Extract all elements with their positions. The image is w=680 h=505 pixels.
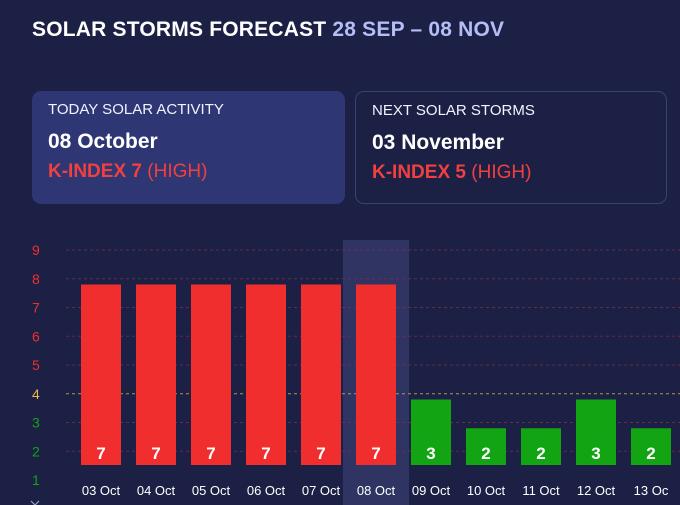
today-activity-card: TODAY SOLAR ACTIVITY 08 October K-INDEX … <box>32 91 345 204</box>
bar <box>466 428 506 465</box>
title-text: SOLAR STORMS FORECAST <box>32 18 327 41</box>
y-tick-label: 7 <box>32 300 40 316</box>
chevron-down-icon <box>30 500 40 505</box>
today-kindex-value: 7 <box>131 161 142 182</box>
bar <box>81 284 121 465</box>
next-storms-card: NEXT SOLAR STORMS 03 November K-INDEX 5 … <box>355 91 667 204</box>
today-kindex: K-INDEX 7 (HIGH) <box>48 160 345 184</box>
next-card-label: NEXT SOLAR STORMS <box>372 102 535 119</box>
page-title: SOLAR STORMS FORECAST 28 SEP – 08 NOV <box>32 18 504 42</box>
bar <box>521 428 561 465</box>
bar <box>631 428 671 465</box>
bar-value-label: 2 <box>646 444 655 463</box>
y-tick-label: 4 <box>32 386 40 402</box>
y-tick-label: 3 <box>32 415 40 431</box>
y-tick-label: 1 <box>32 472 40 488</box>
bar <box>246 284 286 465</box>
next-kindex: K-INDEX 5 (HIGH) <box>372 161 666 185</box>
kindex-bar-chart: 1 2 3 4 5 6 7 8 9 7 03 Oct 7 04 Oct 7 05 Oct 7 06 Oct 7 07… <box>30 240 680 505</box>
next-kindex-label: K-INDEX <box>372 162 451 183</box>
bar <box>356 284 396 465</box>
y-tick-label: 5 <box>32 357 40 373</box>
bar-value-label: 2 <box>481 444 490 463</box>
bar-value-label: 3 <box>591 444 600 463</box>
x-tick-label: 12 Oct <box>577 483 616 498</box>
bar <box>191 284 231 465</box>
next-kindex-level: (HIGH) <box>471 162 532 183</box>
bar <box>136 284 176 465</box>
next-date: 03 November <box>372 131 504 154</box>
bar-value-label: 7 <box>261 444 270 463</box>
bar <box>301 284 341 465</box>
date-range: 28 SEP – 08 NOV <box>332 18 505 41</box>
x-tick-label: 03 Oct <box>82 483 121 498</box>
bar-value-label: 7 <box>151 444 160 463</box>
today-card-label: TODAY SOLAR ACTIVITY <box>48 101 224 118</box>
bar <box>576 399 616 465</box>
bar-value-label: 7 <box>96 444 105 463</box>
bar-value-label: 7 <box>371 444 380 463</box>
next-kindex-value: 5 <box>455 162 466 183</box>
x-tick-label: 09 Oct <box>412 483 451 498</box>
y-tick-label: 2 <box>32 443 40 459</box>
today-kindex-label: K-INDEX <box>48 161 127 182</box>
x-tick-label: 04 Oct <box>137 483 176 498</box>
x-tick-label: 08 Oct <box>357 483 396 498</box>
today-kindex-level: (HIGH) <box>147 161 208 182</box>
bar-value-label: 7 <box>206 444 215 463</box>
bar-value-label: 3 <box>426 444 435 463</box>
y-tick-label: 8 <box>32 271 40 287</box>
x-tick-label: 07 Oct <box>302 483 341 498</box>
x-tick-label: 05 Oct <box>192 483 231 498</box>
x-tick-label: 11 Oct <box>522 483 560 498</box>
bar-value-label: 7 <box>316 444 325 463</box>
bar-value-label: 2 <box>536 444 545 463</box>
x-tick-label: 10 Oct <box>467 483 506 498</box>
today-date: 08 October <box>48 130 158 153</box>
bar <box>411 399 451 465</box>
y-tick-label: 6 <box>32 328 40 344</box>
y-tick-label: 9 <box>32 242 40 258</box>
x-tick-label: 06 Oct <box>247 483 286 498</box>
x-tick-label: 13 Oc <box>634 483 669 498</box>
